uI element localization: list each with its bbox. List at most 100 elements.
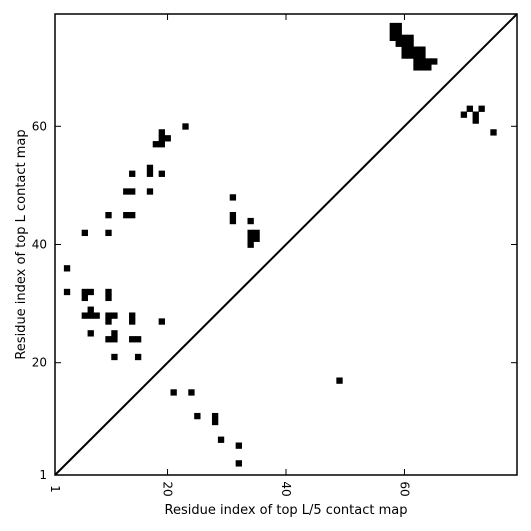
y-tick-label-2: 40 [32, 238, 47, 252]
upper-contact-cell-0 [63, 265, 71, 272]
upper-contact-cell-63 [401, 46, 408, 53]
upper-contact-cell-52 [389, 22, 396, 30]
upper-contact-cell-81 [472, 117, 479, 124]
upper-contact-cell-27 [129, 312, 136, 319]
lower-contact-cell-0 [170, 389, 177, 396]
upper-contact-cell-18 [105, 336, 112, 343]
upper-contact-cell-35 [152, 141, 160, 148]
upper-contact-cell-43 [229, 194, 237, 201]
upper-contact-cell-71 [413, 58, 420, 65]
upper-contact-cell-60 [395, 40, 402, 47]
upper-contact-cell-77 [425, 64, 432, 71]
lower-contact-cell-8 [336, 377, 343, 384]
upper-contact-cell-33 [146, 170, 154, 177]
upper-contact-cell-64 [407, 46, 414, 53]
lower-contact-cell-5 [217, 436, 225, 443]
lower-contact-cell-3 [211, 412, 219, 420]
upper-contact-cell-16 [111, 312, 118, 319]
upper-contact-cell-17 [105, 318, 112, 325]
upper-contact-cell-59 [407, 34, 414, 41]
upper-contact-cell-45 [229, 217, 237, 225]
upper-contact-cell-50 [253, 235, 260, 242]
upper-contact-cell-4 [81, 294, 88, 302]
lower-contact-cell-7 [235, 460, 242, 467]
upper-contact-cell-73 [425, 58, 432, 65]
upper-contact-cell-12 [105, 229, 112, 237]
upper-contact-cell-19 [111, 336, 118, 343]
upper-contact-cell-3 [81, 288, 88, 296]
upper-contact-cell-53 [395, 22, 402, 30]
upper-contact-cell-46 [247, 217, 254, 225]
y-axis-label: Residue index of top L contact map [14, 129, 29, 359]
upper-contact-cell-61 [401, 40, 408, 47]
lower-contact-cell-6 [235, 442, 242, 449]
upper-contact-cell-79 [466, 105, 473, 112]
upper-contact-cell-11 [105, 211, 112, 219]
upper-contact-cell-25 [129, 211, 136, 219]
upper-contact-cell-6 [81, 312, 88, 319]
upper-contact-cell-49 [247, 235, 254, 242]
upper-contact-cell-67 [401, 52, 408, 59]
upper-contact-cell-8 [93, 312, 100, 319]
upper-contact-cell-36 [158, 141, 165, 148]
upper-contact-cell-82 [478, 105, 485, 112]
upper-contact-cell-41 [158, 318, 165, 325]
upper-contact-cell-62 [407, 40, 414, 47]
upper-contact-cell-76 [419, 64, 426, 71]
upper-contact-cell-57 [395, 34, 402, 41]
upper-contact-cell-51 [247, 241, 254, 248]
upper-contact-cell-1 [63, 288, 71, 296]
upper-contact-cell-30 [134, 336, 142, 343]
x-tick-label-1: 20 [160, 481, 174, 496]
upper-contact-cell-75 [413, 64, 420, 71]
upper-contact-cell-37 [158, 135, 165, 142]
upper-contact-cell-14 [105, 294, 112, 302]
upper-contact-cell-24 [123, 211, 130, 219]
upper-contact-cell-9 [87, 306, 94, 313]
axis-ticks: 1 20 40 60 1 20 40 60 [32, 14, 517, 497]
upper-contact-cell-56 [389, 34, 396, 41]
upper-contact-cell-26 [129, 170, 136, 177]
upper-contact-cell-7 [87, 312, 94, 319]
upper-contact-cell-21 [111, 353, 118, 361]
upper-contact-cell-80 [472, 111, 479, 118]
upper-contact-cell-32 [146, 164, 154, 172]
x-tick-label-0: 1 [48, 485, 62, 493]
upper-contact-cell-39 [164, 135, 171, 142]
upper-contact-cell-40 [158, 170, 165, 177]
y-tick-label-0: 1 [39, 468, 47, 482]
upper-contact-cell-10 [87, 330, 94, 337]
y-tick-label-3: 60 [32, 119, 47, 133]
upper-contact-cell-20 [111, 330, 118, 337]
upper-contact-cell-70 [419, 52, 426, 59]
contact-cells [63, 22, 497, 467]
upper-contact-cell-58 [401, 34, 408, 41]
upper-contact-cell-31 [134, 353, 142, 361]
upper-contact-cell-29 [129, 336, 136, 343]
upper-contact-cell-2 [81, 229, 88, 237]
upper-contact-cell-23 [129, 188, 136, 195]
upper-contact-cell-65 [413, 46, 420, 53]
upper-contact-cell-13 [105, 288, 112, 296]
x-tick-label-3: 60 [397, 481, 411, 496]
upper-contact-cell-54 [389, 28, 396, 36]
diagonal-line [54, 13, 518, 476]
upper-contact-cell-34 [146, 188, 154, 195]
upper-contact-cell-83 [490, 129, 497, 136]
upper-contact-cell-42 [182, 123, 189, 130]
upper-contact-cell-22 [123, 188, 130, 195]
lower-contact-cell-4 [211, 418, 219, 426]
x-axis-label: Residue index of top L/5 contact map [165, 503, 408, 518]
lower-contact-cell-1 [188, 389, 195, 396]
upper-contact-cell-44 [229, 211, 237, 219]
upper-contact-cell-68 [407, 52, 414, 59]
upper-contact-cell-48 [253, 229, 260, 237]
upper-contact-cell-28 [129, 318, 136, 325]
y-tick-label-1: 20 [32, 356, 47, 370]
upper-contact-cell-66 [419, 46, 426, 53]
upper-contact-cell-47 [247, 229, 254, 237]
upper-contact-cell-5 [87, 288, 94, 296]
lower-contact-cell-2 [194, 412, 201, 420]
